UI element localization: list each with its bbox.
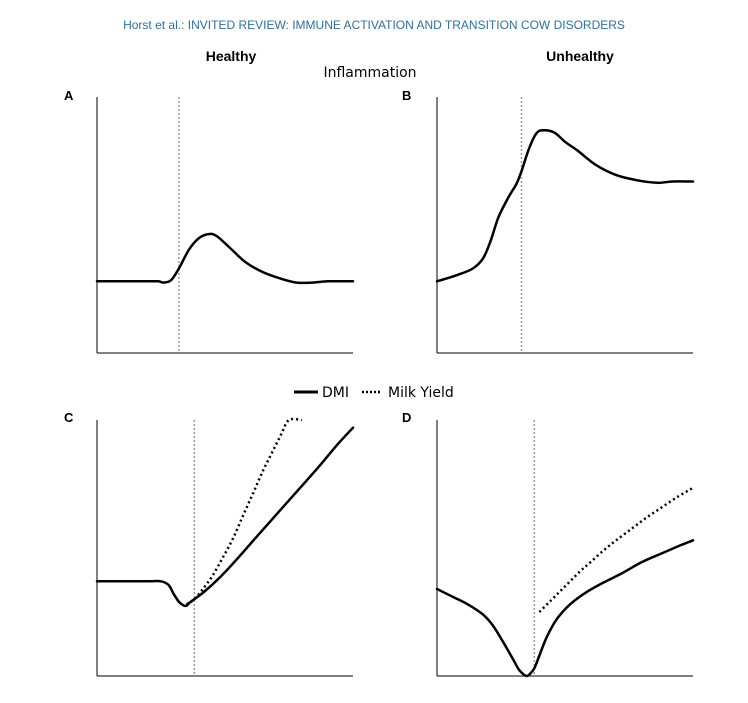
panel-letter-c: C [64, 410, 74, 425]
inflammation-line-a [95, 232, 355, 285]
panel-a [95, 97, 355, 354]
legend: DMI Milk Yield [294, 385, 454, 401]
legend-dmi-label: DMI [322, 385, 349, 401]
panel-letter-b: B [402, 88, 412, 103]
panel-b [435, 97, 695, 354]
legend-milk-label: Milk Yield [388, 385, 454, 401]
row-title-inflammation: Inflammation [323, 65, 417, 81]
dmi-line-c [95, 426, 355, 608]
panel-c [95, 417, 355, 677]
column-title-healthy: Healthy [205, 48, 257, 64]
milk-yield-line-c [185, 417, 302, 606]
panel-d [435, 420, 695, 678]
column-title-unhealthy: Unhealthy [546, 48, 614, 64]
panel-letter-a: A [64, 88, 74, 103]
panel-letter-d: D [402, 410, 412, 425]
journal-header: Horst et al.: INVITED REVIEW: IMMUNE ACT… [123, 18, 625, 32]
inflammation-line-b [435, 129, 695, 283]
dmi-line-d [435, 539, 695, 678]
